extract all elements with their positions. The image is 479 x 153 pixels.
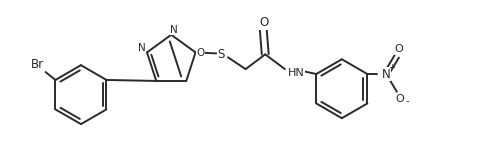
Text: O: O	[394, 45, 403, 54]
Text: -: -	[406, 97, 410, 106]
Text: O: O	[196, 48, 205, 58]
Text: S: S	[217, 48, 225, 61]
Text: N: N	[138, 43, 146, 54]
Text: N: N	[382, 67, 390, 80]
Text: HN: HN	[288, 68, 305, 78]
Text: O: O	[395, 93, 404, 104]
Text: +: +	[388, 63, 395, 72]
Text: O: O	[260, 17, 269, 30]
Text: N: N	[171, 25, 178, 35]
Text: Br: Br	[31, 58, 45, 71]
